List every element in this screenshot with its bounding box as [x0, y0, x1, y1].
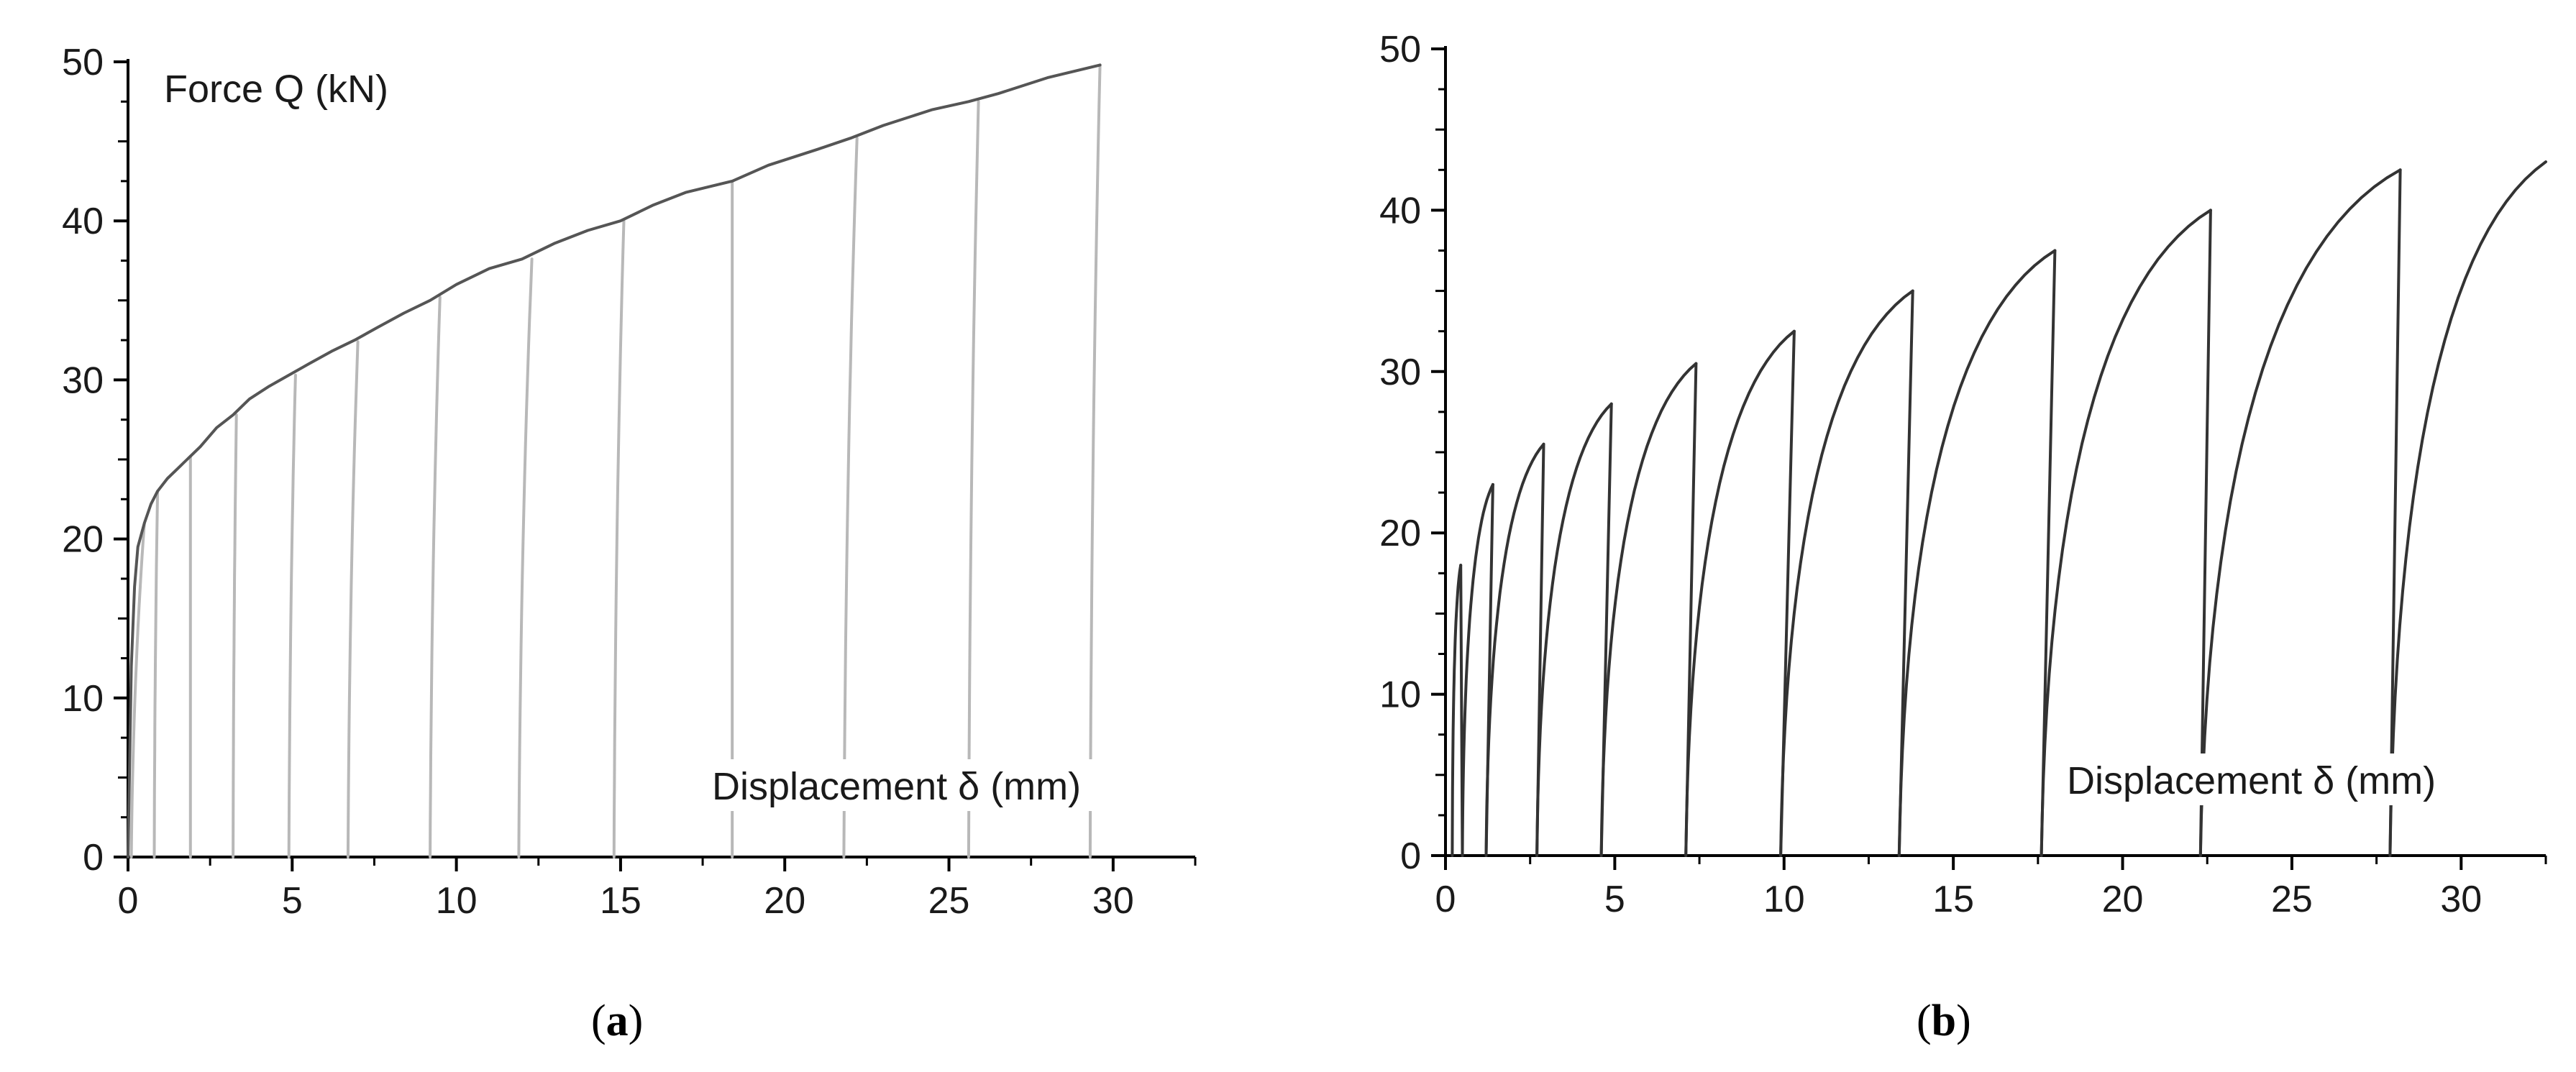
loading-curve [2198, 168, 2402, 857]
x-axis-label: Displacement δ (mm) [2067, 759, 2436, 802]
panel-a-chart: 0 5 10 15 20 25 30 0 10 20 30 40 50 Force Q (kN) Displ… [62, 42, 1197, 1045]
x-axis-label: Displacement δ (mm) [712, 765, 1081, 808]
unloading-branch [517, 257, 534, 858]
unloading-branch [612, 219, 626, 858]
x-tick-label: 30 [1092, 880, 1134, 922]
x-tick-label: 30 [2440, 879, 2482, 920]
loading-curve [1451, 564, 1463, 857]
unloading-branch [232, 413, 238, 858]
x-tick-label: 25 [2271, 879, 2313, 920]
loading-curve [1535, 402, 1613, 857]
y-tick-label: 40 [1379, 190, 1421, 232]
unloading-branch [129, 521, 146, 858]
unloading-line [2198, 209, 2212, 857]
unloading-branch [967, 100, 980, 858]
y-tick-label: 0 [83, 837, 104, 879]
panel-b-chart: 0 5 10 15 20 25 30 0 10 20 30 40 50 Displacement δ (m… [1379, 29, 2547, 1045]
x-tick-label: 10 [1763, 879, 1805, 920]
unloading-branch [429, 296, 442, 858]
loading-curve [2040, 209, 2212, 857]
y-tick-label: 20 [62, 519, 104, 561]
y-tick-label: 10 [1379, 674, 1421, 716]
x-tick-label: 15 [600, 880, 641, 922]
panel-caption: (b) [1917, 997, 1971, 1045]
x-tick-label: 25 [928, 880, 970, 922]
loading-curve [1461, 482, 1494, 857]
unloading-branch [1088, 63, 1102, 858]
x-tick-label: 15 [1932, 879, 1974, 920]
unloading-branch [152, 490, 160, 858]
x-tick-label: 20 [764, 880, 805, 922]
y-tick-label: 20 [1379, 513, 1421, 554]
unloading-branch [346, 340, 360, 858]
panel-caption-letter: b [1932, 997, 1956, 1045]
panel-caption-letter: a [606, 997, 629, 1045]
x-tick-label: 5 [1604, 879, 1625, 920]
y-tick-label: 30 [62, 359, 104, 401]
loading-curve [1599, 362, 1698, 857]
envelope-line [127, 63, 1102, 858]
x-tick-label: 10 [436, 880, 478, 922]
loading-curve [1484, 442, 1545, 857]
x-label-background [2057, 753, 2546, 805]
loading-curve [1897, 249, 2057, 857]
unloading-branch [842, 137, 859, 858]
x-tick-label: 0 [118, 880, 139, 922]
x-label-background [702, 759, 1191, 811]
y-tick-label: 10 [62, 678, 104, 720]
y-tick-label: 30 [1379, 352, 1421, 393]
x-tick-label: 5 [282, 880, 303, 922]
y-tick-label: 0 [1400, 835, 1421, 877]
y-tick-label: 40 [62, 201, 104, 242]
panel-caption: (a) [591, 997, 643, 1045]
y-tick-label: 50 [1379, 29, 1421, 70]
x-tick-label: 0 [1435, 879, 1456, 920]
unloading-branch [287, 373, 297, 858]
loading-curve [2388, 160, 2547, 857]
x-tick-label: 20 [2102, 879, 2144, 920]
loading-curve [1684, 329, 1796, 857]
y-tick-label: 50 [62, 42, 104, 83]
y-axis-label: Force Q (kN) [164, 68, 388, 111]
loading-curve [1779, 289, 1914, 857]
